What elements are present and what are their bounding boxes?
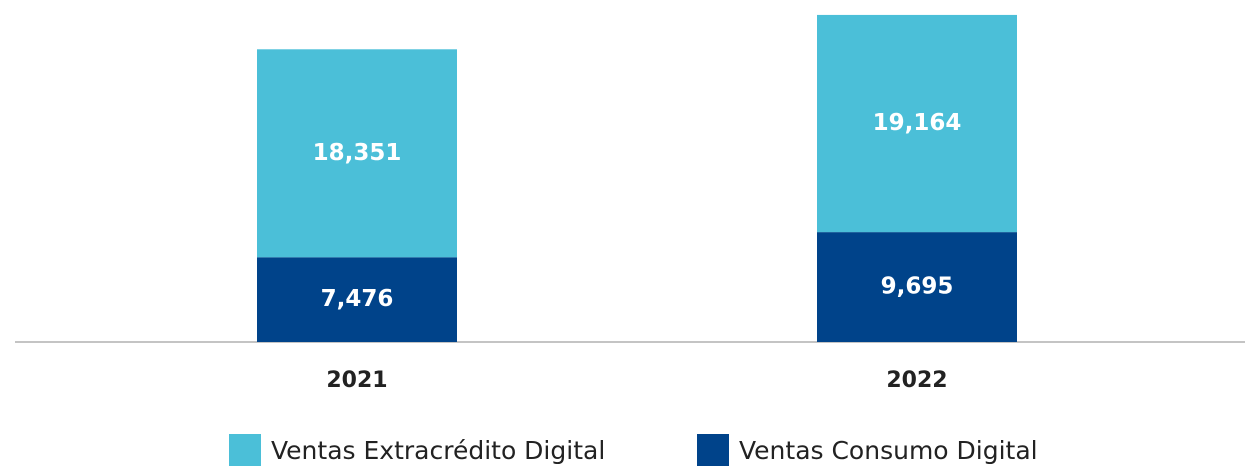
bar-segment [257, 49, 457, 258]
value-label: 9,695 [881, 274, 954, 300]
bar-segment [817, 232, 1017, 342]
legend-label: Ventas Extracrédito Digital [271, 436, 605, 465]
value-label: 19,164 [873, 110, 962, 136]
value-label: 7,476 [321, 286, 394, 312]
bar-segment [817, 14, 1017, 233]
legend-swatch [229, 434, 261, 466]
x-tick-label: 2021 [326, 368, 387, 393]
value-label: 18,351 [313, 140, 402, 166]
bar-segment [257, 257, 457, 342]
x-tick-label: 2022 [886, 368, 947, 393]
legend-swatch [697, 434, 729, 466]
legend-label: Ventas Consumo Digital [739, 436, 1038, 465]
